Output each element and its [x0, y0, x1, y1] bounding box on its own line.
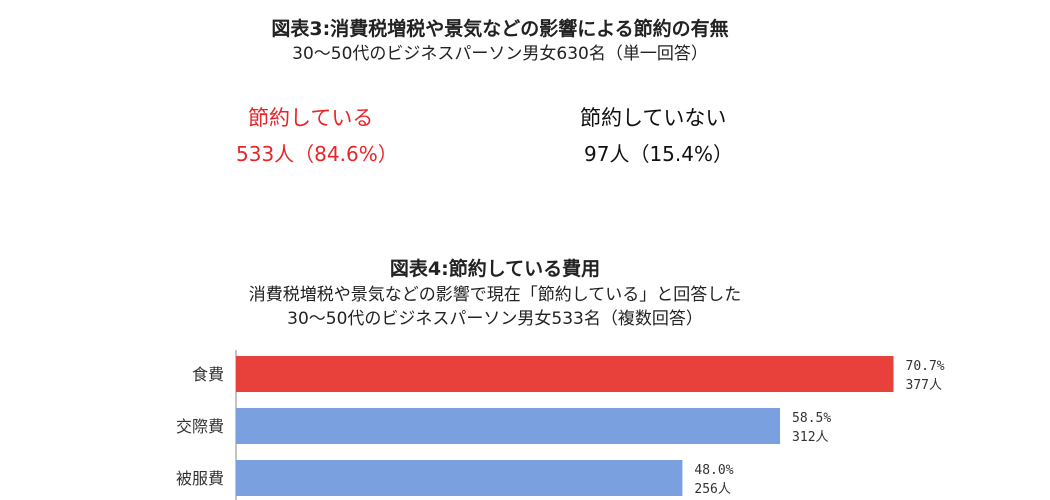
figure4-subtitle-line1: 消費税増税や景気などの影響で現在「節約している」と回答した — [248, 285, 742, 305]
not-saving-label: 節約していない — [580, 106, 727, 130]
count-label: 256人 — [694, 482, 730, 497]
figure4-subtitle-line2: 30～50代のビジネスパーソン男女533名（複数回答） — [287, 309, 703, 329]
bar-1 — [236, 408, 781, 444]
bar-2 — [236, 460, 683, 496]
category-label: 食費 — [192, 365, 224, 384]
category-label: 交際費 — [176, 417, 224, 436]
percent-label: 48.0% — [694, 463, 733, 478]
count-label: 377人 — [906, 378, 942, 393]
saving-label: 節約している — [248, 106, 374, 130]
figure4-title: 図表4:節約している費用 — [389, 258, 601, 280]
percent-label: 70.7% — [906, 359, 945, 374]
bar-0 — [236, 356, 894, 392]
percent-label: 58.5% — [792, 411, 831, 426]
figure3-title: 図表3:消費税増税や景気などの影響による節約の有無 — [271, 18, 729, 40]
category-label: 被服費 — [176, 469, 224, 488]
count-label: 312人 — [792, 430, 828, 445]
not-saving-value: 97人（15.4%） — [584, 142, 733, 166]
figure3-subtitle: 30～50代のビジネスパーソン男女630名（単一回答） — [292, 44, 708, 64]
saving-value: 533人（84.6%） — [236, 142, 398, 166]
